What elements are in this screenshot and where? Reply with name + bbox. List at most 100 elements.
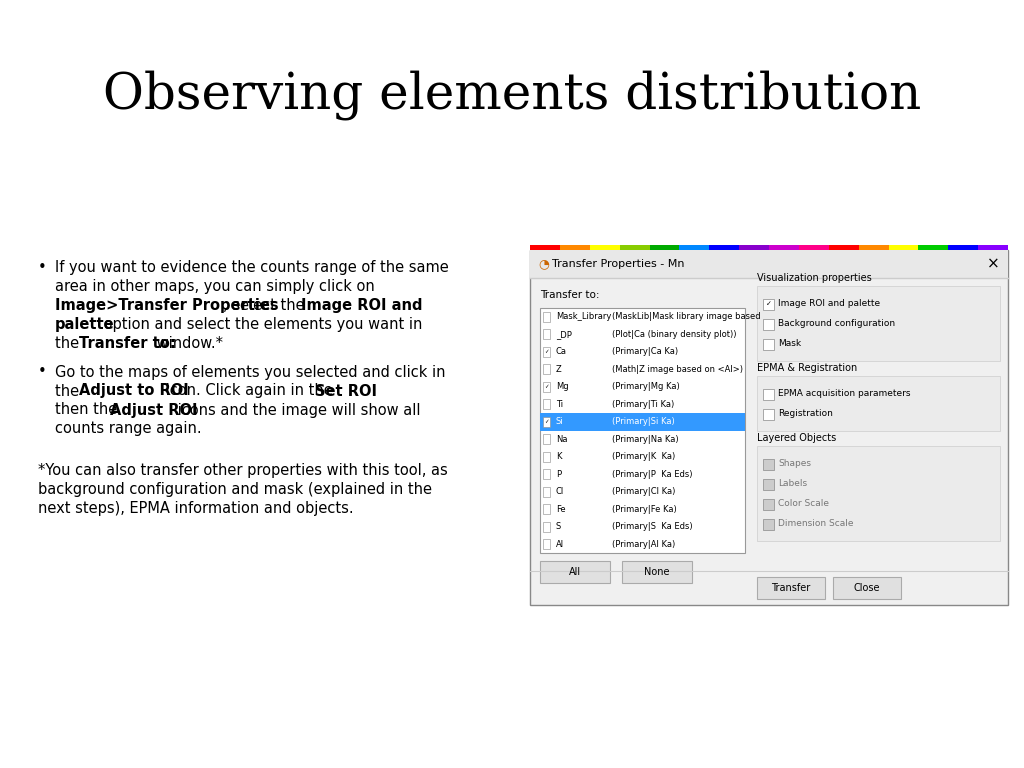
Text: Shapes: Shapes [778, 459, 811, 468]
Text: EPMA & Registration: EPMA & Registration [757, 363, 857, 373]
Text: Adjust to ROI: Adjust to ROI [79, 383, 188, 399]
Text: Color Scale: Color Scale [778, 499, 829, 508]
Text: background configuration and mask (explained in the: background configuration and mask (expla… [38, 482, 432, 498]
Bar [833, 577, 901, 599]
Text: Background configuration: Background configuration [778, 319, 895, 329]
Bar [948, 245, 978, 250]
Bar [757, 286, 1000, 361]
Bar [763, 478, 774, 489]
Text: Ti: Ti [556, 400, 563, 409]
Bar [543, 417, 550, 426]
Text: K: K [556, 452, 561, 462]
Text: Cl: Cl [556, 487, 564, 496]
Text: Transfer to:: Transfer to: [540, 290, 599, 300]
Bar [763, 498, 774, 509]
Text: *You can also transfer other properties with this tool, as: *You can also transfer other properties … [38, 463, 447, 478]
Text: Fe: Fe [556, 505, 565, 514]
Text: option and select the elements you want in: option and select the elements you want … [99, 317, 422, 332]
Text: next steps), EPMA information and objects.: next steps), EPMA information and object… [38, 502, 353, 516]
Text: Mask_Library: Mask_Library [556, 313, 611, 321]
Text: (Primary|Al Ka): (Primary|Al Ka) [612, 540, 675, 549]
Bar [763, 409, 774, 419]
Bar [763, 389, 774, 399]
Bar [710, 245, 739, 250]
Bar [679, 245, 710, 250]
Text: EPMA acquisition parameters: EPMA acquisition parameters [778, 389, 910, 399]
Text: •: • [38, 260, 47, 275]
Bar [543, 452, 550, 462]
Text: •: • [38, 365, 47, 379]
Bar [543, 329, 550, 339]
Text: Labels: Labels [778, 479, 807, 488]
Text: Transfer to:: Transfer to: [79, 336, 176, 351]
Text: Transfer Properties - Mn: Transfer Properties - Mn [552, 259, 684, 269]
Text: icons and the image will show all: icons and the image will show all [173, 402, 421, 418]
Text: Mask: Mask [778, 339, 801, 349]
Bar [757, 446, 1000, 541]
Text: ✓: ✓ [545, 419, 549, 424]
Text: Ca: Ca [556, 347, 567, 356]
Text: ◔: ◔ [538, 257, 549, 270]
Bar [739, 245, 769, 250]
Bar [763, 319, 774, 329]
Text: Image ROI and palette: Image ROI and palette [778, 300, 880, 309]
Text: Registration: Registration [778, 409, 833, 419]
Text: Image ROI and: Image ROI and [301, 298, 423, 313]
Text: (Primary|Si Ka): (Primary|Si Ka) [612, 417, 675, 426]
Text: Na: Na [556, 435, 567, 444]
Text: (Math|Z image based on <Al>): (Math|Z image based on <Al>) [612, 365, 743, 374]
Text: , select the: , select the [223, 298, 309, 313]
Text: Si: Si [556, 417, 563, 426]
Text: (Primary|Ca Ka): (Primary|Ca Ka) [612, 347, 678, 356]
Bar [543, 312, 550, 322]
Text: (Primary|Fe Ka): (Primary|Fe Ka) [612, 505, 677, 514]
Text: All: All [569, 567, 581, 577]
Bar [530, 245, 560, 250]
Bar [889, 245, 919, 250]
Bar [540, 413, 745, 431]
Text: None: None [644, 567, 670, 577]
Text: palette: palette [55, 317, 115, 332]
Bar [763, 299, 774, 310]
Text: P: P [556, 470, 561, 478]
Text: Go to the maps of elements you selected and click in: Go to the maps of elements you selected … [55, 365, 445, 379]
Bar [530, 250, 1008, 605]
Bar [828, 245, 859, 250]
Text: counts range again.: counts range again. [55, 422, 202, 436]
Text: Dimension Scale: Dimension Scale [778, 519, 853, 528]
Text: (Primary|Na Ka): (Primary|Na Ka) [612, 435, 679, 444]
Text: Observing elements distribution: Observing elements distribution [102, 70, 922, 120]
Text: Visualization properties: Visualization properties [757, 273, 871, 283]
Text: ×: × [987, 257, 1000, 272]
Text: window.*: window.* [152, 336, 223, 351]
Text: (Primary|P  Ka Eds): (Primary|P Ka Eds) [612, 470, 692, 478]
Text: (Primary|S  Ka Eds): (Primary|S Ka Eds) [612, 522, 692, 531]
Text: Close: Close [854, 583, 881, 593]
Bar [543, 435, 550, 444]
Text: (Primary|Mg Ka): (Primary|Mg Ka) [612, 382, 680, 391]
Bar [543, 347, 550, 356]
Text: ✓: ✓ [766, 301, 771, 307]
Bar [622, 561, 692, 583]
Bar [540, 561, 610, 583]
Text: (Plot|Ca (binary density plot)): (Plot|Ca (binary density plot)) [612, 329, 736, 339]
Text: the: the [55, 336, 84, 351]
Bar [543, 487, 550, 497]
Text: Mg: Mg [556, 382, 568, 391]
Bar [859, 245, 889, 250]
Text: the: the [55, 383, 84, 399]
Text: (Primary|K  Ka): (Primary|K Ka) [612, 452, 675, 462]
Bar [620, 245, 649, 250]
Bar [763, 518, 774, 529]
Bar [763, 458, 774, 469]
Bar [543, 382, 550, 392]
Text: ✓: ✓ [545, 349, 549, 354]
Text: ✓: ✓ [545, 384, 549, 389]
Text: icon. Click again in the: icon. Click again in the [161, 383, 337, 399]
Text: (Primary|Ti Ka): (Primary|Ti Ka) [612, 400, 674, 409]
Bar [763, 339, 774, 349]
Text: Set ROI: Set ROI [315, 383, 377, 399]
Text: Transfer: Transfer [771, 583, 811, 593]
Bar [543, 505, 550, 514]
Bar [799, 245, 828, 250]
